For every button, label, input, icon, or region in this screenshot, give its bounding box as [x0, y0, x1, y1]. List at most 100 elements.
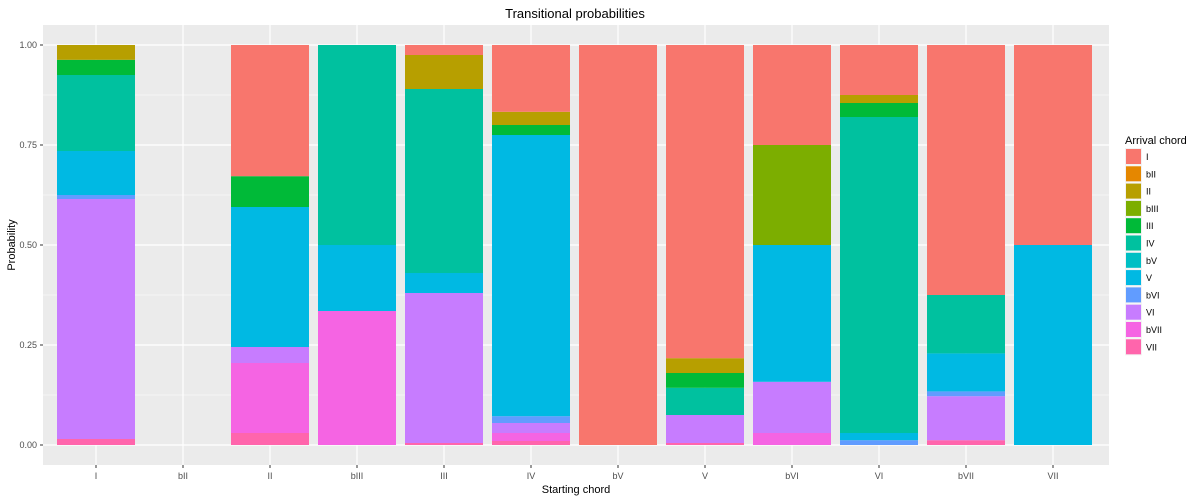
legend-label-bVII: bVII	[1146, 325, 1162, 335]
bar-segment-IV-bVII	[492, 433, 570, 441]
x-tick-label: I	[95, 471, 98, 481]
bar-segment-I-VII	[57, 439, 135, 445]
bar-segment-bVI-bVII	[753, 433, 831, 445]
y-tick-label: 0.75	[19, 140, 37, 150]
bar-segment-bIII-IV	[318, 45, 396, 245]
chart-title: Transitional probabilities	[505, 6, 645, 21]
bar-segment-bIII-V	[318, 245, 396, 311]
bar-segment-II-I	[231, 45, 309, 177]
bar-segment-bVII-V	[927, 353, 1005, 392]
bar-segment-II-III	[231, 176, 309, 207]
legend-label-III: III	[1146, 221, 1154, 231]
y-tick-label: 0.00	[19, 440, 37, 450]
bar-segment-III-II	[405, 55, 483, 89]
x-tick-label: II	[267, 471, 272, 481]
x-tick-label: VII	[1047, 471, 1058, 481]
bar-segment-III-VI	[405, 293, 483, 443]
x-tick-label: bVI	[785, 471, 799, 481]
bar-segment-IV-VI	[492, 423, 570, 433]
bar-segment-bVI-bIII	[753, 145, 831, 245]
bars	[57, 45, 1092, 445]
bar-segment-bIII-bVII	[318, 311, 396, 445]
legend-swatch-V	[1126, 270, 1141, 286]
legend-swatch-VII	[1126, 339, 1141, 355]
legend-label-IV: IV	[1146, 239, 1155, 249]
bar-segment-VI-IV	[840, 117, 918, 433]
x-tick-label: bVII	[958, 471, 974, 481]
legend-swatch-IV	[1126, 235, 1141, 251]
x-tick-label: V	[702, 471, 708, 481]
legend-label-bII: bII	[1146, 169, 1156, 179]
bar-segment-I-III	[57, 59, 135, 75]
legend-swatch-bVII	[1126, 322, 1141, 337]
bar-segment-bVII-VI	[927, 396, 1005, 441]
legend-swatch-bIII	[1126, 200, 1141, 216]
bar-segment-I-IV	[57, 75, 135, 151]
legend-label-I: I	[1146, 152, 1149, 162]
legend-label-V: V	[1146, 273, 1152, 283]
bar-segment-bVII-bVI	[927, 391, 1005, 397]
x-tick-label: bV	[612, 471, 623, 481]
y-tick-label: 0.50	[19, 240, 37, 250]
bar-segment-VI-bVI	[840, 440, 918, 445]
bar-segment-IV-I	[492, 45, 570, 112]
x-tick-label: VI	[875, 471, 884, 481]
bar-segment-bVII-VII	[927, 440, 1005, 445]
legend-swatch-VI	[1126, 304, 1141, 320]
bar-segment-VII-I	[1014, 45, 1092, 245]
bar-segment-I-VI	[57, 199, 135, 439]
bar-segment-III-I	[405, 45, 483, 55]
bar-segment-V-VII	[666, 443, 744, 445]
legend-label-bV: bV	[1146, 256, 1157, 266]
x-tick-label: bIII	[351, 471, 364, 481]
y-tick-label: 1.00	[19, 40, 37, 50]
bar-segment-V-VI	[666, 415, 744, 443]
bar-segment-IV-II	[492, 111, 570, 125]
bar-segment-V-II	[666, 358, 744, 373]
bar-segment-bVI-V	[753, 245, 831, 382]
legend-label-bIII: bIII	[1146, 204, 1159, 214]
bar-segment-IV-V	[492, 135, 570, 417]
y-axis-title: Probability	[6, 219, 18, 271]
x-axis-title: Starting chord	[542, 484, 610, 496]
legend-swatch-bII	[1126, 166, 1141, 182]
legend-swatch-bVI	[1126, 287, 1141, 303]
bar-segment-IV-III	[492, 125, 570, 135]
legend-label-VII: VII	[1146, 342, 1157, 352]
bar-segment-II-VI	[231, 347, 309, 363]
bar-segment-VI-II	[840, 95, 918, 103]
y-axis: 0.00 0.25 0.50 0.75 1.00	[19, 40, 43, 450]
bar-segment-bVI-I	[753, 45, 831, 145]
bar-segment-V-IV	[666, 387, 744, 415]
bar-segment-I-V	[57, 151, 135, 195]
legend-label-VI: VI	[1146, 308, 1155, 318]
bar-segment-VII-V	[1014, 245, 1092, 445]
bar-segment-bVII-I	[927, 45, 1005, 295]
legend-swatch-III	[1126, 218, 1141, 234]
x-tick-label: IV	[527, 471, 536, 481]
bar-segment-II-bVII	[231, 363, 309, 433]
legend-swatch-bV	[1126, 252, 1141, 268]
bar-segment-III-VII	[405, 443, 483, 445]
bar-segment-bVII-IV	[927, 295, 1005, 354]
legend-label-bVI: bVI	[1146, 290, 1160, 300]
bar-segment-V-III	[666, 373, 744, 388]
bar-segment-II-V	[231, 207, 309, 347]
x-tick-label: III	[440, 471, 448, 481]
legend-label-II: II	[1146, 187, 1151, 197]
bar-segment-IV-VII	[492, 441, 570, 445]
y-tick-label: 0.25	[19, 340, 37, 350]
bar-segment-bV-I	[579, 45, 657, 445]
bar-segment-VI-III	[840, 103, 918, 117]
bar-segment-VI-V	[840, 433, 918, 441]
bar-segment-I-bVI	[57, 195, 135, 199]
x-tick-label: bII	[178, 471, 188, 481]
legend-title: Arrival chord	[1125, 135, 1187, 147]
bar-segment-III-V	[405, 273, 483, 293]
bar-segment-V-I	[666, 45, 744, 359]
bar-segment-bVI-VI	[753, 381, 831, 433]
bar-segment-III-IV	[405, 89, 483, 273]
